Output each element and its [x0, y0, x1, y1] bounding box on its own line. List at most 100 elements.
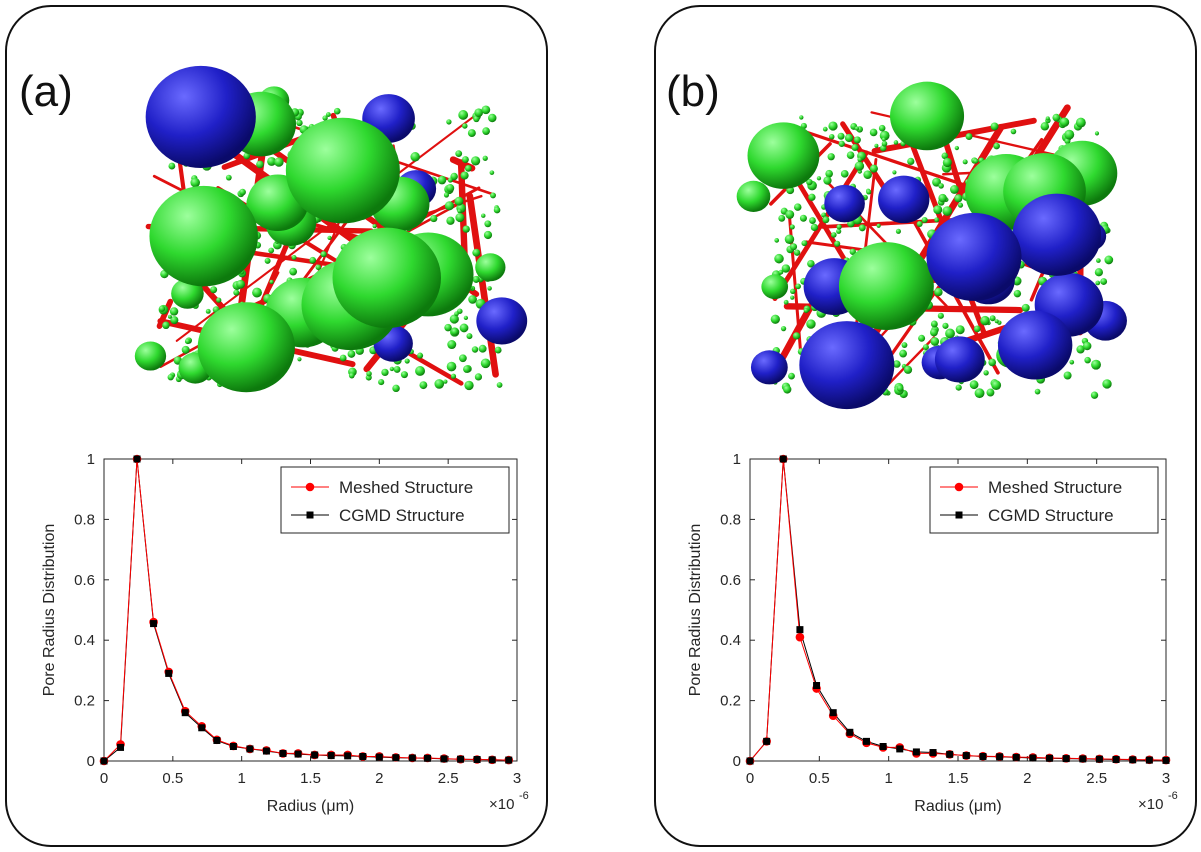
small-pore: [216, 297, 222, 303]
small-pore: [167, 314, 172, 319]
small-pore: [934, 217, 940, 223]
small-pore: [404, 358, 410, 364]
data-point: [1112, 755, 1120, 763]
small-pore: [781, 264, 791, 273]
small-pore: [269, 279, 274, 285]
x-tick-label: 0.5: [162, 770, 183, 787]
small-pore: [965, 133, 973, 141]
small-pore: [268, 247, 275, 254]
small-pore: [1075, 117, 1086, 128]
small-pore: [274, 157, 284, 167]
small-pore: [1069, 359, 1075, 365]
small-pore: [333, 107, 341, 115]
blue-pore: [878, 175, 930, 224]
small-pore: [488, 113, 497, 123]
small-pore: [778, 269, 784, 275]
small-pore: [837, 132, 845, 140]
small-pore: [783, 299, 789, 305]
legend-box: [280, 466, 510, 534]
data-point: [246, 745, 254, 753]
small-pore: [264, 257, 271, 264]
data-point: [846, 728, 854, 736]
legend-marker: [954, 482, 964, 492]
small-pore: [459, 354, 467, 363]
small-pore: [170, 316, 179, 325]
throat: [466, 192, 499, 378]
small-pore: [468, 295, 477, 304]
small-pore: [866, 189, 872, 195]
small-pore: [458, 110, 469, 120]
small-pore: [463, 365, 471, 373]
small-pore: [444, 201, 454, 211]
data-point: [813, 682, 821, 689]
x-tick-label: 0: [100, 770, 108, 787]
pore-network-render: [134, 65, 528, 393]
small-pore: [1010, 128, 1017, 135]
small-pore: [849, 248, 856, 255]
blue-pore: [824, 184, 865, 223]
small-pore: [853, 136, 861, 144]
data-point: [457, 755, 465, 763]
small-pore: [950, 185, 959, 194]
x-tick-label: 1: [237, 770, 245, 787]
x-tick-label: 1.5: [948, 770, 969, 787]
x-tick-label: 3: [513, 770, 521, 787]
small-pore: [789, 224, 795, 230]
data-point: [150, 620, 158, 628]
y-tick-label: 0.8: [720, 511, 741, 528]
small-pore: [962, 159, 968, 165]
blue-pore: [750, 350, 788, 385]
small-pore: [901, 342, 908, 348]
small-pore: [454, 311, 459, 317]
data-point: [1079, 755, 1087, 763]
small-pore: [366, 370, 372, 377]
small-pore: [876, 223, 881, 228]
y-tick-label: 0: [87, 753, 95, 770]
small-pore: [907, 157, 915, 166]
legend-label: CGMD Structure: [988, 506, 1114, 525]
green-pore: [838, 242, 934, 331]
small-pore: [921, 217, 928, 224]
small-pore: [807, 259, 815, 268]
small-pore: [854, 161, 865, 171]
small-pore: [481, 213, 486, 218]
small-pore: [834, 240, 841, 247]
small-pore: [838, 140, 845, 147]
small-pore: [451, 327, 459, 336]
small-pore: [243, 152, 251, 160]
small-pore: [893, 140, 899, 145]
small-pore: [190, 177, 200, 188]
small-pore: [467, 129, 476, 138]
small-pore: [858, 224, 866, 232]
data-point: [1029, 754, 1037, 762]
data-point: [440, 755, 448, 763]
small-pore: [916, 220, 923, 227]
small-pore: [941, 152, 949, 160]
green-pore: [149, 185, 258, 287]
small-pore: [991, 380, 1002, 391]
green-pore: [134, 341, 167, 371]
y-tick-label: 0.4: [720, 632, 741, 649]
small-pore: [256, 160, 264, 169]
data-point: [1145, 756, 1153, 764]
small-pore: [846, 151, 855, 160]
panel-a: (a) 0 0.5 1 1.5 2 2.5 3 0 0.2 0.4 0.6 0.8 1 Radius (μ…: [5, 5, 548, 847]
small-pore: [945, 328, 955, 339]
throat: [942, 137, 964, 193]
small-pore: [899, 349, 907, 358]
small-pore: [493, 206, 501, 214]
panel-b: (b) 0 0.5 1 1.5 2 2.5 3 0 0.2 0.4 0.6 0.8 1 Radius (μ…: [654, 5, 1197, 847]
small-pore: [482, 155, 488, 161]
small-pore: [239, 188, 246, 196]
small-pore: [480, 358, 491, 369]
small-pore: [825, 169, 833, 178]
pore-cluster: [134, 65, 528, 393]
small-pore: [783, 385, 792, 394]
data-point: [473, 755, 481, 763]
small-pore: [821, 212, 827, 218]
small-pore: [464, 380, 474, 391]
data-point: [181, 709, 189, 717]
legend-marker: [305, 482, 315, 492]
small-pore: [1059, 117, 1070, 127]
small-pore: [462, 123, 468, 129]
